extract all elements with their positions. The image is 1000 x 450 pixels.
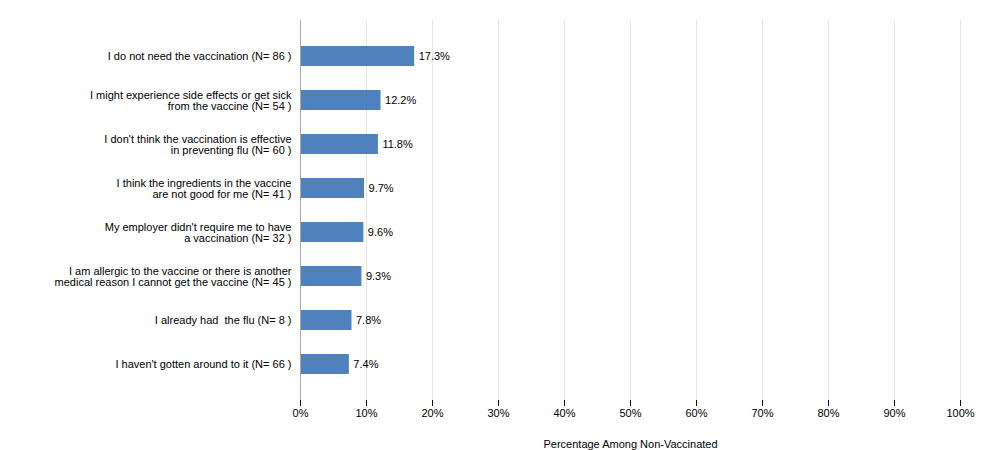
svg-text:10%: 10% [355,407,377,419]
svg-text:I do not need the vaccination: I do not need the vaccination (N= 86 ) [108,50,292,62]
svg-text:40%: 40% [553,407,575,419]
svg-text:50%: 50% [619,407,641,419]
svg-text:70%: 70% [751,407,773,419]
svg-text:11.8%: 11.8% [382,138,413,150]
svg-text:80%: 80% [817,407,839,419]
svg-text:9.7%: 9.7% [369,182,394,194]
svg-text:100%: 100% [946,407,974,419]
svg-text:I think the ingredients in the: I think the ingredients in the vaccinear… [117,177,292,200]
svg-text:Percentage Among Non-Vaccinate: Percentage Among Non-Vaccinated [543,438,717,450]
svg-text:My employer didn't require me: My employer didn't require me to havea v… [105,221,292,244]
svg-text:I might experience side effect: I might experience side effects or get s… [90,89,292,112]
svg-text:9.3%: 9.3% [366,270,391,282]
svg-text:9.6%: 9.6% [368,226,393,238]
svg-text:7.4%: 7.4% [353,358,378,370]
svg-text:90%: 90% [883,407,905,419]
svg-text:20%: 20% [421,407,443,419]
svg-text:30%: 30% [487,407,509,419]
svg-text:0%: 0% [293,407,309,419]
svg-text:60%: 60% [685,407,707,419]
svg-text:I already had the flu (N= 8 ): I already had the flu (N= 8 ) [155,314,292,326]
svg-text:I am allergic to the vaccine o: I am allergic to the vaccine or there is… [55,265,292,288]
svg-text:7.8%: 7.8% [356,314,381,326]
svg-text:I don't think the vaccination: I don't think the vaccination is effecti… [104,133,291,156]
svg-text:I haven't gotten around to it: I haven't gotten around to it (N= 66 ) [115,358,291,370]
svg-text:12.2%: 12.2% [385,94,416,106]
svg-text:17.3%: 17.3% [419,50,450,62]
